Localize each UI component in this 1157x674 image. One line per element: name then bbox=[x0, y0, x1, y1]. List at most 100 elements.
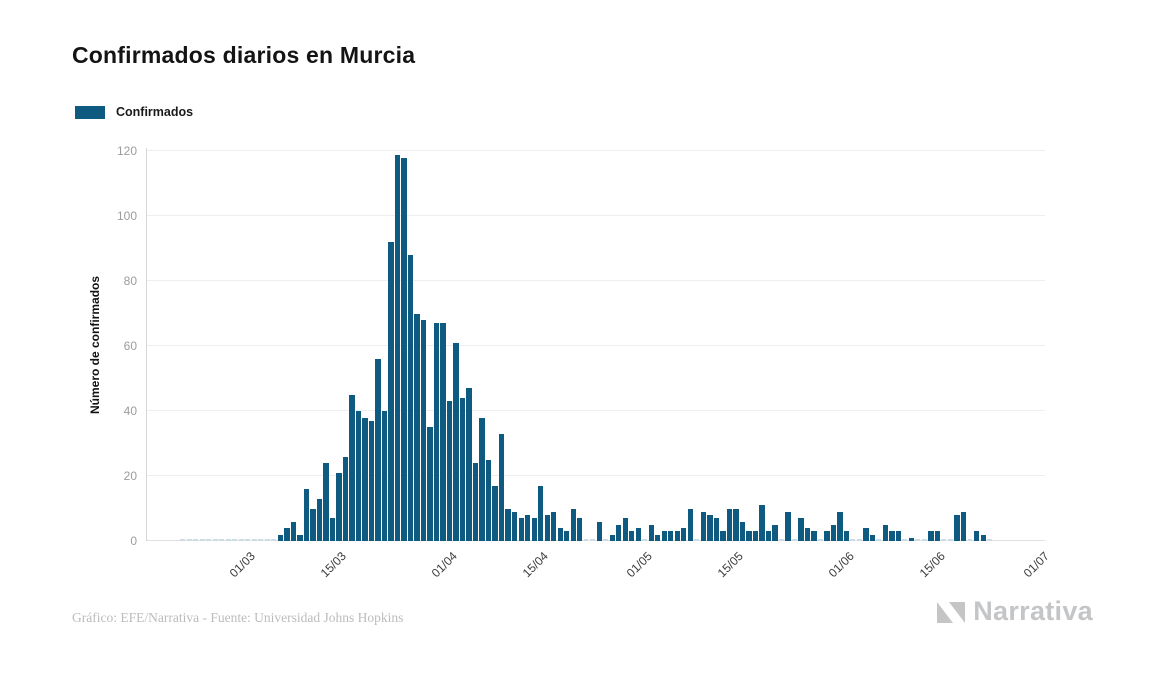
source-caption: Gráfico: EFE/Narrativa - Fuente: Univers… bbox=[72, 610, 404, 625]
legend-swatch bbox=[75, 105, 105, 119]
bar bbox=[720, 531, 726, 541]
narrativa-logo-text: Narrativa bbox=[973, 596, 1093, 626]
bar bbox=[446, 401, 453, 541]
x-tick-label: 01/03 bbox=[226, 549, 258, 581]
y-tick-label: 120 bbox=[116, 144, 137, 159]
x-tick-label: 01/06 bbox=[825, 549, 857, 581]
bar bbox=[498, 433, 505, 541]
zero-mark bbox=[193, 539, 199, 541]
bar bbox=[290, 521, 297, 541]
zero-mark bbox=[817, 539, 823, 541]
narrativa-logo: Narrativa bbox=[936, 596, 1093, 627]
bar bbox=[564, 531, 570, 541]
gridline-y-80 bbox=[147, 280, 1045, 282]
bar bbox=[765, 531, 772, 541]
bar bbox=[648, 524, 654, 541]
legend-item-confirmados[interactable]: Confirmados bbox=[75, 105, 193, 119]
bar bbox=[329, 518, 336, 541]
y-tick-label: 100 bbox=[116, 209, 137, 224]
bar bbox=[609, 534, 615, 541]
gridline-y-120 bbox=[147, 150, 1045, 152]
bar bbox=[681, 528, 687, 541]
bar bbox=[407, 255, 414, 541]
bar bbox=[479, 417, 485, 541]
zero-mark bbox=[791, 539, 797, 541]
zero-mark bbox=[251, 539, 257, 541]
legend-label: Confirmados bbox=[116, 105, 194, 119]
zero-mark bbox=[180, 539, 186, 541]
y-tick-label: 40 bbox=[123, 404, 137, 419]
zero-mark bbox=[225, 539, 231, 541]
zero-mark bbox=[264, 539, 270, 541]
bar bbox=[798, 518, 804, 541]
bar bbox=[889, 531, 895, 541]
bar bbox=[453, 342, 459, 541]
zero-mark bbox=[206, 539, 212, 541]
bar bbox=[863, 528, 869, 541]
bar bbox=[570, 508, 576, 541]
bar bbox=[869, 534, 876, 541]
zero-mark bbox=[876, 539, 882, 541]
bar bbox=[752, 531, 759, 541]
zero-mark bbox=[186, 539, 192, 541]
bar bbox=[961, 511, 967, 541]
zero-mark bbox=[987, 539, 992, 541]
bar bbox=[700, 511, 706, 541]
bar bbox=[557, 528, 563, 541]
bar bbox=[472, 463, 479, 541]
bar bbox=[596, 521, 602, 541]
bar bbox=[837, 511, 843, 541]
bar bbox=[538, 485, 544, 541]
bar bbox=[459, 398, 466, 541]
bar bbox=[485, 459, 492, 541]
bar bbox=[349, 394, 355, 541]
zero-mark bbox=[219, 539, 225, 541]
bar bbox=[297, 534, 303, 541]
bar bbox=[655, 534, 661, 541]
zero-mark bbox=[603, 539, 608, 541]
bar bbox=[895, 531, 902, 541]
bar bbox=[908, 537, 915, 541]
bar bbox=[772, 524, 778, 541]
bar bbox=[316, 498, 323, 541]
bar bbox=[394, 154, 401, 541]
bar bbox=[804, 528, 811, 541]
bar bbox=[811, 531, 817, 541]
zero-mark bbox=[590, 539, 595, 541]
zero-mark bbox=[271, 539, 277, 541]
y-tick-label: 0 bbox=[130, 534, 137, 548]
zero-mark bbox=[947, 539, 953, 541]
bar bbox=[661, 531, 667, 541]
zero-mark bbox=[850, 539, 856, 541]
zero-mark bbox=[856, 539, 862, 541]
bar bbox=[668, 531, 674, 541]
zero-mark bbox=[199, 539, 205, 541]
bar bbox=[525, 515, 531, 541]
bar bbox=[368, 420, 375, 541]
bar bbox=[577, 518, 583, 541]
bar bbox=[401, 157, 407, 541]
x-tick-label: 15/04 bbox=[519, 549, 551, 581]
zero-mark bbox=[232, 539, 238, 541]
bar bbox=[759, 505, 765, 541]
zero-mark bbox=[212, 539, 218, 541]
bar bbox=[843, 531, 850, 541]
bar bbox=[824, 531, 830, 541]
bar bbox=[830, 524, 837, 541]
zero-mark bbox=[238, 539, 244, 541]
bar bbox=[707, 515, 713, 541]
zero-mark bbox=[694, 539, 700, 541]
bar bbox=[713, 518, 720, 541]
bar bbox=[518, 518, 524, 541]
bar bbox=[674, 531, 680, 541]
x-axis-line bbox=[147, 540, 1045, 541]
bar bbox=[342, 456, 349, 541]
bar bbox=[284, 528, 290, 541]
zero-mark bbox=[915, 539, 921, 541]
zero-mark bbox=[902, 539, 908, 541]
gridline-y-60 bbox=[147, 345, 1045, 347]
bar bbox=[440, 323, 446, 541]
chart-title: Confirmados diarios en Murcia bbox=[72, 42, 416, 68]
bar bbox=[492, 485, 498, 541]
